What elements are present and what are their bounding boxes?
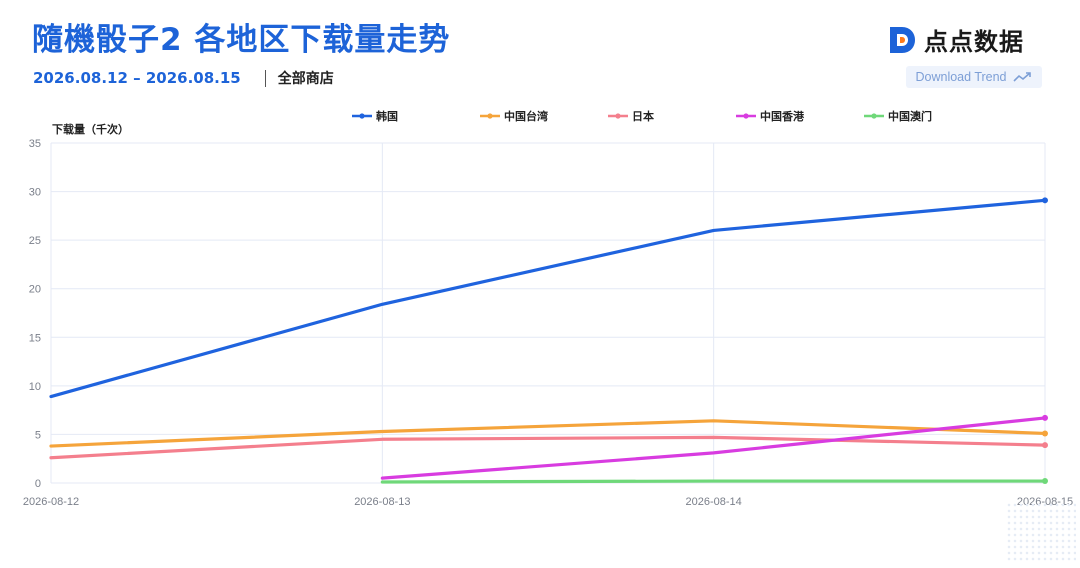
y-axis-label: 下载量（千次）: [52, 123, 129, 136]
legend-item-series-3[interactable]: 中国香港: [736, 108, 804, 124]
legend-label-4: 中国澳门: [888, 110, 932, 123]
legend-label-0: 韩国: [376, 110, 398, 123]
y-tick-label: 20: [29, 284, 41, 296]
download-trend-label: Download Trend: [915, 70, 1007, 84]
page-title: 隨機骰子2 各地区下载量走势: [32, 22, 451, 58]
series-line-2: [49, 435, 1047, 460]
logo-mark-icon: [890, 26, 915, 53]
x-tick-label: 2026-08-12: [23, 496, 79, 508]
subtitle-row: 2026.08.12 – 2026.08.15 全部商店: [33, 68, 334, 88]
divider: [264, 69, 266, 87]
series-line-4: [380, 479, 1047, 484]
download-trend-button[interactable]: Download Trend: [906, 66, 1042, 88]
store-filter: 全部商店: [277, 71, 334, 87]
y-tick-label: 15: [29, 332, 41, 344]
y-tick-label: 30: [29, 187, 41, 199]
series-line-3: [380, 416, 1047, 480]
series-line-1: [49, 419, 1047, 448]
y-tick-label: 35: [29, 138, 41, 150]
legend-item-series-0[interactable]: 韩国: [352, 108, 398, 124]
brand-logo: 点点数据: [886, 22, 1024, 57]
data-point-1: [1042, 430, 1048, 437]
legend-swatch-2: [608, 113, 628, 119]
decorative-dot-pattern: [1006, 502, 1076, 562]
legend-item-series-1[interactable]: 中国台湾: [480, 108, 548, 124]
legend-swatch-4: [864, 113, 884, 119]
legend-label-3: 中国香港: [760, 110, 804, 123]
y-tick-label: 0: [35, 478, 41, 490]
legend-item-series-2[interactable]: 日本: [608, 108, 654, 124]
chart-legend: 韩国 中国台湾 日本 中国香港 中国澳门: [0, 108, 1080, 124]
logo-text: 点点数据: [924, 28, 1024, 56]
legend-label-2: 日本: [632, 110, 654, 123]
data-point-4: [1042, 478, 1048, 485]
date-range: 2026.08.12 – 2026.08.15: [33, 69, 241, 87]
y-tick-label: 25: [29, 235, 41, 247]
legend-item-series-4[interactable]: 中国澳门: [864, 108, 932, 124]
legend-label-1: 中国台湾: [504, 110, 548, 123]
legend-swatch-1: [480, 113, 500, 119]
series-line-0: [49, 198, 1047, 399]
data-point-0: [1042, 197, 1048, 204]
data-point-2: [1042, 442, 1048, 449]
trend-up-icon: [1012, 72, 1031, 82]
y-tick-label: 5: [35, 429, 41, 441]
x-tick-label: 2026-08-13: [354, 496, 410, 508]
legend-swatch-3: [736, 113, 756, 119]
x-tick-label: 2026-08-14: [686, 496, 742, 508]
legend-swatch-0: [352, 113, 372, 119]
data-point-3: [1042, 414, 1048, 421]
y-tick-label: 10: [29, 381, 41, 393]
